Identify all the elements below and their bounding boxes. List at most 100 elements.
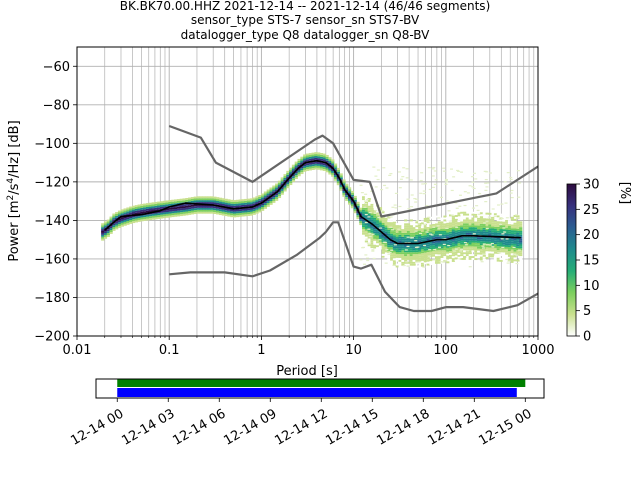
psd-cell (444, 179, 448, 182)
psd-cell (423, 252, 427, 255)
psd-cell (336, 167, 340, 170)
colorbar-gradient (566, 183, 577, 337)
psd-cell (134, 210, 138, 213)
psd-cell (479, 214, 484, 217)
psd-cell (510, 239, 514, 242)
psd-cell (131, 205, 136, 208)
psd-cell (331, 170, 335, 173)
psd-cell (376, 229, 380, 232)
psd-cell (120, 224, 124, 227)
psd-cell (471, 254, 475, 257)
psd-cell (418, 265, 422, 268)
psd-cell (460, 227, 464, 230)
psd-cell (443, 242, 447, 245)
psd-cell (406, 263, 411, 266)
psd-cell (199, 205, 203, 208)
psd-cell (447, 244, 451, 247)
psd-cell (401, 234, 405, 237)
psd-cell (373, 238, 377, 241)
psd-cell (131, 221, 136, 224)
psd-cell (157, 209, 161, 212)
psd-cell (387, 227, 391, 230)
psd-cell (446, 244, 450, 246)
psd-cell (126, 207, 130, 210)
psd-cell (429, 259, 433, 262)
psd-cell (418, 247, 422, 250)
psd-cell (314, 152, 318, 155)
psd-cell (443, 229, 447, 231)
psd-cell (238, 203, 242, 206)
psd-cell (499, 236, 503, 239)
psd-cell (434, 234, 439, 237)
psd-cell (499, 244, 503, 247)
psd-cell (463, 242, 467, 245)
psd-cell (129, 220, 133, 222)
psd-cell (458, 258, 462, 260)
psd-cell (457, 250, 461, 253)
psd-cell (319, 168, 324, 171)
psd-cell (420, 243, 425, 246)
psd-cell (499, 219, 503, 222)
psd-cell (426, 253, 430, 256)
psd-cell (168, 213, 172, 216)
psd-cell (272, 189, 276, 192)
x-tick-label: 100 (433, 343, 458, 358)
psd-cell (434, 225, 439, 228)
psd-cell (364, 203, 369, 206)
psd-cell (392, 242, 397, 245)
psd-cell (373, 240, 377, 243)
psd-cell (336, 171, 340, 174)
psd-cell (412, 236, 416, 239)
psd-cell (510, 249, 514, 252)
psd-cell (457, 247, 461, 250)
psd-cell (468, 236, 472, 239)
psd-cell (140, 207, 144, 210)
psd-cell (451, 221, 456, 224)
psd-cell (376, 214, 380, 217)
psd-cell (428, 221, 432, 223)
psd-cell (496, 240, 500, 243)
psd-cell (106, 227, 110, 230)
psd-cell (471, 248, 475, 251)
psd-cell (314, 163, 318, 166)
psd-cell (418, 253, 422, 256)
psd-cell (367, 207, 371, 210)
psd-cell (117, 225, 122, 228)
psd-cell (479, 243, 484, 246)
psd-cell (376, 220, 380, 223)
psd-cell (465, 219, 470, 222)
psd-cell (345, 187, 349, 190)
psd-cell (207, 205, 211, 208)
psd-cell (275, 189, 279, 192)
psd-cell (308, 164, 312, 167)
psd-cell (471, 225, 475, 228)
psd-cell (519, 234, 523, 237)
psd-cell (171, 213, 175, 216)
psd-cell (412, 227, 416, 230)
psd-cell (474, 258, 478, 261)
psd-cell (451, 244, 456, 247)
psd-cell (258, 195, 262, 197)
psd-cell (364, 207, 369, 210)
psd-cell (303, 154, 307, 157)
psd-cell (503, 231, 507, 233)
psd-cell (447, 210, 451, 212)
psd-cell (376, 243, 380, 246)
psd-cell (123, 216, 127, 219)
psd-cell (398, 257, 402, 260)
psd-cell (244, 214, 248, 217)
psd-cell (392, 235, 397, 238)
psd-cell (373, 221, 377, 224)
psd-cell (465, 254, 470, 257)
psd-cell (314, 167, 318, 170)
psd-cell (401, 263, 405, 266)
psd-cell (479, 239, 484, 242)
psd-cell (384, 231, 388, 234)
psd-cell (505, 217, 509, 219)
psd-cell (509, 176, 513, 179)
psd-cell (353, 195, 357, 198)
psd-cell (252, 201, 256, 204)
psd-cell (317, 152, 321, 155)
psd-cell (423, 223, 427, 226)
